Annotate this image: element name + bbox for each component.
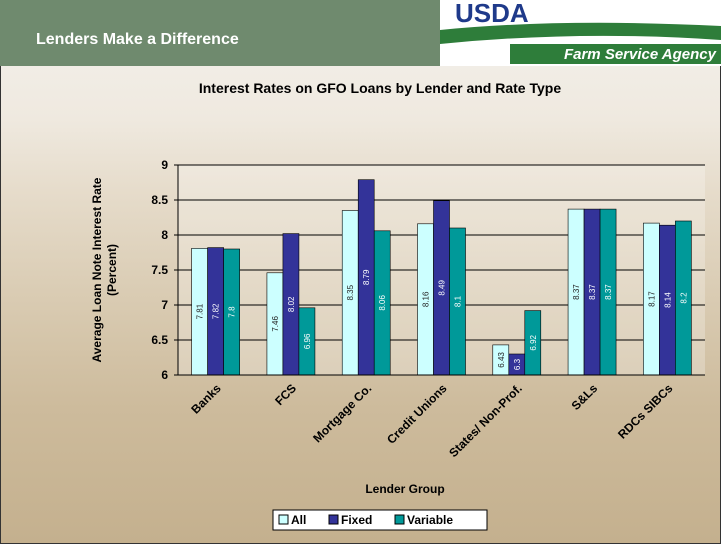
chart-title: Interest Rates on GFO Loans by Lender an… [199,80,561,96]
legend-swatch [278,514,289,525]
value-label: 7.82 [212,303,221,319]
header-title: Lenders Make a Difference [36,31,239,48]
logo-text: USDA [455,0,529,28]
legend-box [272,509,488,531]
value-label: 8.37 [572,284,581,300]
agency-text: Farm Service Agency [564,46,717,63]
value-label: 8.02 [287,296,296,312]
legend-label: All [291,513,306,527]
value-label: 6.3 [513,358,522,370]
x-tick-label: S&Ls [569,381,601,413]
y-tick-label: 7 [161,298,168,312]
value-label: 8.49 [438,280,447,296]
agency-bar [510,44,721,64]
value-label: 8.16 [422,291,431,307]
value-label: 8.37 [604,284,613,300]
value-label: 8.37 [588,284,597,300]
y-tick-label: 9 [161,158,168,172]
x-tick-label: RDCs SIBCs [615,381,676,442]
value-label: 8.79 [362,269,371,285]
value-label: 8.35 [346,284,355,300]
y-tick-label: 6 [161,368,168,382]
x-tick-label: Mortgage Co. [310,381,374,445]
value-label: 7.46 [271,316,280,332]
value-label: 8.2 [679,292,688,304]
y-tick-label: 6.5 [151,333,168,347]
value-label: 6.96 [303,333,312,349]
logo-swoosh [440,22,721,44]
value-label: 8.06 [378,295,387,311]
legend-swatch [394,514,405,525]
x-axis-label: Lender Group [365,482,444,496]
value-label: 6.92 [529,334,538,350]
y-tick-label: 8 [161,228,168,242]
y-axis-label: Average Loan Note Interest Rate [90,177,104,362]
value-label: 6.43 [497,352,506,368]
x-tick-label: States/ Non-Prof. [446,381,525,460]
value-label: 7.81 [196,303,205,319]
x-tick-label: Credit Unions [384,381,450,447]
y-axis-label: (Percent) [105,244,119,296]
y-tick-label: 7.5 [151,263,168,277]
legend-label: Fixed [341,513,372,527]
x-tick-label: Banks [188,381,224,417]
value-label: 7.8 [228,306,237,318]
x-tick-label: FCS [272,381,299,408]
legend-swatch [328,514,339,525]
y-tick-label: 8.5 [151,193,168,207]
header-band [0,0,445,66]
legend-label: Variable [407,513,453,527]
value-label: 8.14 [663,292,672,308]
value-label: 8.17 [647,291,656,307]
value-label: 8.1 [454,295,463,307]
